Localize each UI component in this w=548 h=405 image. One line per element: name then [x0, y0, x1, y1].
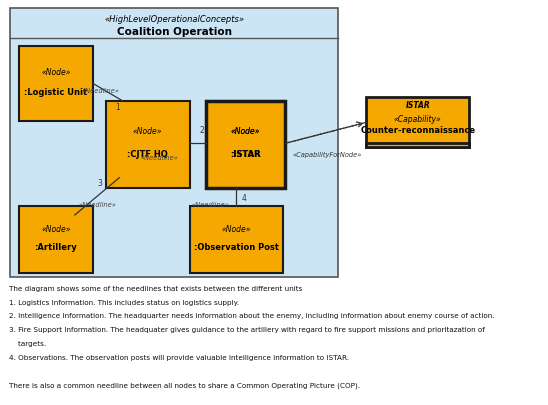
Text: The diagram shows some of the needlines that exists between the different units: The diagram shows some of the needlines … — [9, 285, 302, 291]
Text: 3: 3 — [98, 179, 102, 188]
Text: «Node»: «Node» — [41, 225, 71, 234]
Text: targets.: targets. — [9, 340, 47, 346]
Text: 4. Observations. The observation posts will provide valuable intelligence inform: 4. Observations. The observation posts w… — [9, 354, 349, 360]
Text: 3. Fire Support Information. The headquater gives guidance to the artillery with: 3. Fire Support Information. The headqua… — [9, 326, 485, 333]
Text: «Capability»: «Capability» — [394, 114, 442, 123]
Text: «Node»: «Node» — [133, 127, 162, 136]
FancyBboxPatch shape — [206, 102, 285, 188]
FancyBboxPatch shape — [19, 47, 93, 122]
Text: :ISTAR: :ISTAR — [231, 149, 261, 158]
Text: «Node»: «Node» — [231, 127, 260, 136]
Text: 1: 1 — [116, 102, 120, 111]
FancyBboxPatch shape — [10, 9, 338, 277]
Text: «Needline»: «Needline» — [82, 87, 120, 93]
FancyBboxPatch shape — [367, 143, 469, 148]
FancyBboxPatch shape — [19, 207, 93, 273]
Text: :ISTAR: :ISTAR — [231, 149, 261, 158]
Text: «Needline»: «Needline» — [140, 155, 178, 161]
FancyBboxPatch shape — [106, 102, 190, 188]
FancyBboxPatch shape — [367, 98, 469, 148]
Text: There is also a common needline between all nodes to share a Common Operating Pi: There is also a common needline between … — [9, 381, 360, 388]
Text: 1. Logistics Information. This includes status on logistics supply.: 1. Logistics Information. This includes … — [9, 299, 239, 305]
Text: «HighLevelOperationalConcepts»: «HighLevelOperationalConcepts» — [104, 15, 244, 24]
Text: «Node»: «Node» — [221, 225, 251, 234]
Text: «Needline»: «Needline» — [78, 202, 117, 207]
FancyBboxPatch shape — [190, 207, 283, 273]
Text: 4: 4 — [242, 194, 247, 203]
Text: Coalition Operation: Coalition Operation — [117, 26, 231, 36]
Text: :Artillery: :Artillery — [35, 242, 77, 251]
Text: 2: 2 — [199, 126, 204, 134]
Text: «Needline»: «Needline» — [192, 202, 230, 207]
Text: «CapabilityForNode»: «CapabilityForNode» — [292, 151, 362, 157]
Text: ISTAR: ISTAR — [406, 100, 430, 109]
Text: «Node»: «Node» — [231, 127, 260, 136]
Text: 2. Intelligence Information. The headquarter needs information about the enemy, : 2. Intelligence Information. The headqua… — [9, 313, 495, 319]
Text: Counter-reconnaissance: Counter-reconnaissance — [361, 126, 476, 134]
Text: «Node»: «Node» — [41, 68, 71, 77]
Text: :CJTF HQ: :CJTF HQ — [127, 149, 168, 158]
Text: :Observation Post: :Observation Post — [193, 242, 279, 251]
FancyBboxPatch shape — [206, 102, 285, 188]
Text: :Logistic Unit: :Logistic Unit — [24, 87, 88, 96]
